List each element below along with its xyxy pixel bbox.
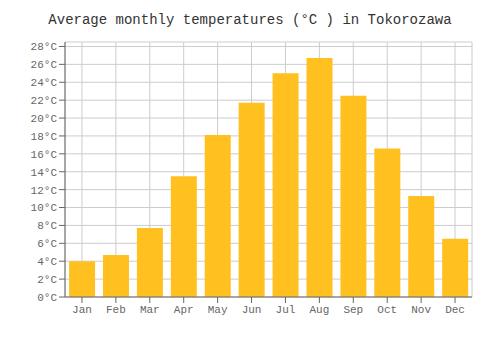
svg-text:Oct: Oct — [377, 304, 397, 316]
svg-text:14°C: 14°C — [31, 167, 58, 179]
svg-text:20°C: 20°C — [31, 113, 58, 125]
svg-text:8°C: 8°C — [37, 220, 57, 232]
svg-text:Jan: Jan — [72, 304, 92, 316]
svg-text:Nov: Nov — [411, 304, 431, 316]
svg-text:4°C: 4°C — [37, 256, 57, 268]
svg-text:28°C: 28°C — [31, 41, 58, 53]
svg-text:Apr: Apr — [174, 304, 194, 316]
svg-text:Aug: Aug — [309, 304, 329, 316]
svg-text:2°C: 2°C — [37, 274, 57, 286]
svg-text:22°C: 22°C — [31, 95, 58, 107]
svg-text:16°C: 16°C — [31, 149, 58, 161]
svg-text:May: May — [208, 304, 228, 316]
svg-text:Jun: Jun — [242, 304, 262, 316]
svg-text:10°C: 10°C — [31, 202, 58, 214]
svg-text:18°C: 18°C — [31, 131, 58, 143]
svg-text:Jul: Jul — [276, 304, 296, 316]
svg-text:0°C: 0°C — [37, 292, 57, 304]
svg-text:24°C: 24°C — [31, 77, 58, 89]
svg-text:26°C: 26°C — [31, 59, 58, 71]
svg-text:Dec: Dec — [445, 304, 465, 316]
svg-text:6°C: 6°C — [37, 238, 57, 250]
svg-text:Feb: Feb — [106, 304, 126, 316]
html-text:Average monthly temperatures (: Average monthly temperatures (°C ) in To… — [48, 12, 452, 28]
svg-text:Sep: Sep — [343, 304, 363, 316]
svg-text:Mar: Mar — [140, 304, 160, 316]
svg-text:12°C: 12°C — [31, 185, 58, 197]
